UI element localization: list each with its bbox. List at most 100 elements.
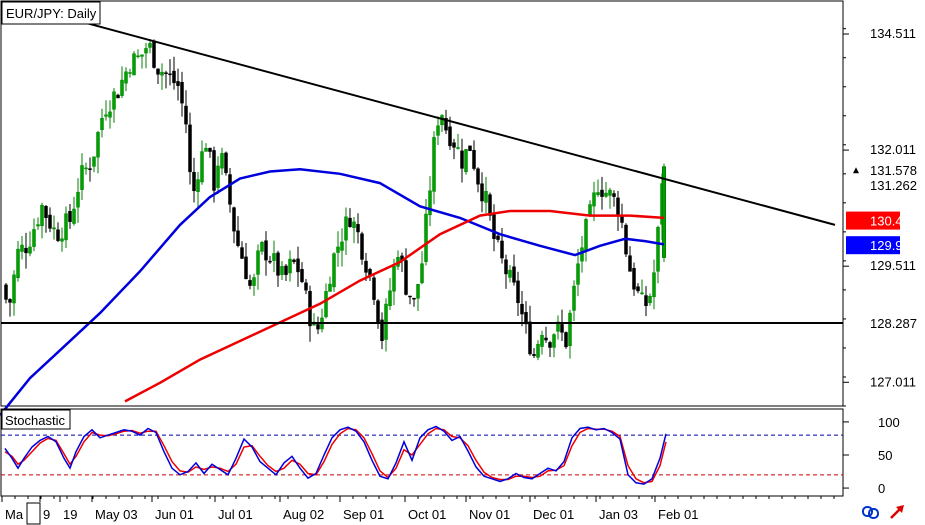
descending-trendline xyxy=(59,14,836,226)
candle xyxy=(536,340,540,361)
candle xyxy=(636,283,640,294)
candle xyxy=(288,250,292,282)
chart-title-box xyxy=(1,1,101,25)
candle xyxy=(60,227,64,252)
candle xyxy=(652,259,656,310)
candle xyxy=(284,263,288,282)
candle xyxy=(304,278,308,295)
stochastic-label-box xyxy=(1,409,71,430)
price-tick-label: 127.011 xyxy=(870,374,916,389)
candle xyxy=(228,167,232,213)
candle xyxy=(300,262,304,284)
candle xyxy=(596,179,600,197)
candle xyxy=(364,253,368,281)
candle xyxy=(232,206,236,244)
candle xyxy=(88,157,92,182)
candle xyxy=(76,178,80,223)
candle xyxy=(392,258,396,306)
candle xyxy=(268,255,272,265)
candle xyxy=(472,140,476,171)
candle xyxy=(576,249,580,297)
candle xyxy=(428,176,432,227)
candle xyxy=(108,100,112,129)
candle xyxy=(68,203,72,229)
candle xyxy=(548,340,552,358)
price-tag: 131.578 xyxy=(846,162,917,179)
candle xyxy=(160,63,164,90)
time-axis: Ma 9 19 May 03 Jun 01 Jul 01 Aug 02 Sep 01 Oct 0… xyxy=(1,496,835,525)
candle xyxy=(508,265,512,283)
candle xyxy=(520,291,524,327)
stochastic-axis: 100 50 0 xyxy=(843,415,900,496)
link-icon[interactable] xyxy=(862,506,879,519)
candle xyxy=(140,54,144,69)
current-price-arrow-icon xyxy=(853,167,859,174)
candle xyxy=(380,312,384,350)
stochastic-label: Stochastic xyxy=(5,413,65,428)
price-tick-label: 129.511 xyxy=(870,258,916,273)
price-tag: 131.262 xyxy=(846,176,917,193)
candle xyxy=(612,190,616,207)
candle xyxy=(516,271,520,317)
moving-average-red xyxy=(124,209,665,403)
price-panel: EUR/JPY: Daily xyxy=(0,0,844,417)
moving-average-blue xyxy=(0,167,665,417)
navigate-arrow-icon[interactable] xyxy=(890,505,904,519)
time-tick-label: Aug 02 xyxy=(283,507,324,522)
candle xyxy=(132,51,136,76)
candle xyxy=(272,240,276,273)
candle xyxy=(8,298,12,317)
candle xyxy=(12,270,16,316)
candle xyxy=(420,251,424,285)
candle xyxy=(656,225,660,284)
candle xyxy=(644,286,648,317)
candle xyxy=(124,67,128,92)
candle xyxy=(84,162,88,175)
scroll-marker[interactable] xyxy=(26,502,41,525)
candle xyxy=(340,228,344,267)
candle xyxy=(560,309,564,341)
candle xyxy=(436,116,440,145)
candle xyxy=(480,172,484,213)
time-tick-label: Oct 01 xyxy=(408,507,446,522)
candle xyxy=(464,149,468,175)
candle xyxy=(332,252,336,292)
candle xyxy=(468,145,472,152)
candle xyxy=(164,70,168,89)
candle xyxy=(452,138,456,160)
candle xyxy=(96,130,100,174)
candle xyxy=(296,246,300,287)
candle xyxy=(460,138,464,183)
candle xyxy=(316,316,320,335)
stochastic-tick-label: 0 xyxy=(878,481,885,496)
candle xyxy=(152,39,156,69)
candle xyxy=(388,278,392,310)
candle xyxy=(568,309,572,359)
candle xyxy=(116,93,120,99)
candle xyxy=(172,56,176,90)
candle xyxy=(188,112,192,185)
candle xyxy=(532,348,536,359)
candle xyxy=(412,297,416,307)
candle xyxy=(176,68,180,101)
candle xyxy=(276,250,280,287)
stochastic-k-line xyxy=(4,425,667,485)
candle xyxy=(48,207,52,233)
candle xyxy=(600,176,604,210)
candle xyxy=(180,71,184,117)
price-tick-label: 132.011 xyxy=(870,142,916,157)
candle xyxy=(260,240,264,255)
candle xyxy=(4,282,8,304)
candle-latest xyxy=(662,163,666,263)
candle xyxy=(240,241,244,259)
candle xyxy=(32,218,36,252)
candle xyxy=(24,232,28,269)
price-tag: 128.287 xyxy=(846,315,917,332)
candle xyxy=(556,315,560,340)
candle xyxy=(136,49,140,59)
time-tick-label: Nov 01 xyxy=(469,507,510,522)
candle xyxy=(384,298,388,352)
candle xyxy=(504,254,508,289)
stochastic-tick-label: 50 xyxy=(878,448,892,463)
